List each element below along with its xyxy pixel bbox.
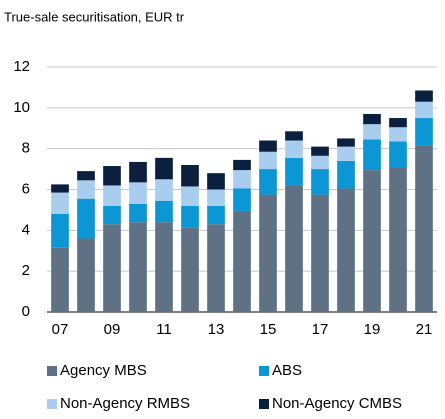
bar-segment xyxy=(77,180,95,199)
bar-segment xyxy=(207,224,225,312)
bar-segment xyxy=(233,188,251,211)
bar-segment xyxy=(155,157,173,180)
x-tick-label: 09 xyxy=(104,321,121,338)
bar-segment xyxy=(337,160,355,189)
bar-segment xyxy=(363,113,381,125)
bar-segment xyxy=(259,151,277,170)
bar-segment xyxy=(415,90,433,102)
bar-segment xyxy=(129,182,147,204)
y-tick-label: 0 xyxy=(22,303,30,320)
x-tick-label: 17 xyxy=(312,321,329,338)
legend-label: ABS xyxy=(272,362,302,379)
legend-swatch xyxy=(47,399,57,409)
bar-segment xyxy=(363,170,381,312)
legend-label: Non-Agency CMBS xyxy=(272,395,402,412)
y-tick-label: 8 xyxy=(22,140,30,157)
bar-segment xyxy=(337,146,355,161)
bar-segment xyxy=(415,145,433,312)
chart-title: True-sale securitisation, EUR tr xyxy=(4,9,185,24)
bar-segment xyxy=(51,214,69,248)
bar-segment xyxy=(233,170,251,189)
y-tick-label: 4 xyxy=(22,221,30,238)
bar-segment xyxy=(207,173,225,190)
bar-segment xyxy=(103,205,121,225)
bar-segment xyxy=(181,227,199,312)
bar-segment xyxy=(181,165,199,187)
bar-segment xyxy=(311,146,329,156)
legend-label: Non-Agency RMBS xyxy=(60,395,190,412)
bar-segment xyxy=(51,184,69,193)
bar-segment xyxy=(103,224,121,312)
bar-segment xyxy=(129,161,147,183)
bar-segment xyxy=(389,127,407,142)
y-tick-label: 10 xyxy=(13,99,30,116)
x-tick-label: 15 xyxy=(260,321,277,338)
bar-segment xyxy=(77,238,95,312)
bar-segment xyxy=(181,205,199,228)
bar-segment xyxy=(389,141,407,168)
bar-segment xyxy=(181,186,199,206)
bar-segment xyxy=(415,101,433,119)
legend-swatch xyxy=(259,366,269,376)
bar-segment xyxy=(51,192,69,214)
bar-segment xyxy=(311,169,329,195)
bar-segment xyxy=(337,138,355,147)
x-tick-label: 13 xyxy=(208,321,225,338)
bar-segment xyxy=(285,131,303,141)
bar-segment xyxy=(311,194,329,312)
bar-segment xyxy=(207,189,225,206)
bar-segment xyxy=(103,166,121,186)
x-tick-label: 19 xyxy=(364,321,381,338)
y-tick-label: 6 xyxy=(22,180,30,197)
bar-segment xyxy=(259,169,277,195)
bar-segment xyxy=(155,200,173,223)
bar-segment xyxy=(129,203,147,223)
y-tick-label: 2 xyxy=(22,262,30,279)
bar-segment xyxy=(207,205,225,225)
bar-segment xyxy=(337,188,355,312)
bar-segment xyxy=(51,247,69,312)
bar-segment xyxy=(285,185,303,312)
bar-segment xyxy=(155,222,173,312)
bar-segment xyxy=(129,222,147,312)
bar-segment xyxy=(77,171,95,181)
x-tick-label: 11 xyxy=(156,321,172,338)
bar-segment xyxy=(155,179,173,201)
bar-segment xyxy=(415,118,433,146)
x-tick-label: 21 xyxy=(416,321,433,338)
bar-segment xyxy=(233,159,251,171)
bar-segment xyxy=(259,194,277,312)
bar-segment xyxy=(389,118,407,128)
legend-swatch xyxy=(259,399,269,409)
bar-segment xyxy=(311,155,329,170)
y-tick-label: 12 xyxy=(13,58,30,75)
bar-segment xyxy=(285,157,303,186)
legend-swatch xyxy=(47,366,57,376)
bar-segment xyxy=(389,167,407,312)
bar-segment xyxy=(233,210,251,312)
bar-segment xyxy=(363,139,381,171)
bar-segment xyxy=(285,140,303,158)
bar-segment xyxy=(363,124,381,140)
bar-segment xyxy=(259,140,277,152)
x-tick-label: 07 xyxy=(52,321,69,338)
bar-segment xyxy=(103,185,121,206)
legend-label: Agency MBS xyxy=(60,362,147,379)
bar-segment xyxy=(77,198,95,239)
